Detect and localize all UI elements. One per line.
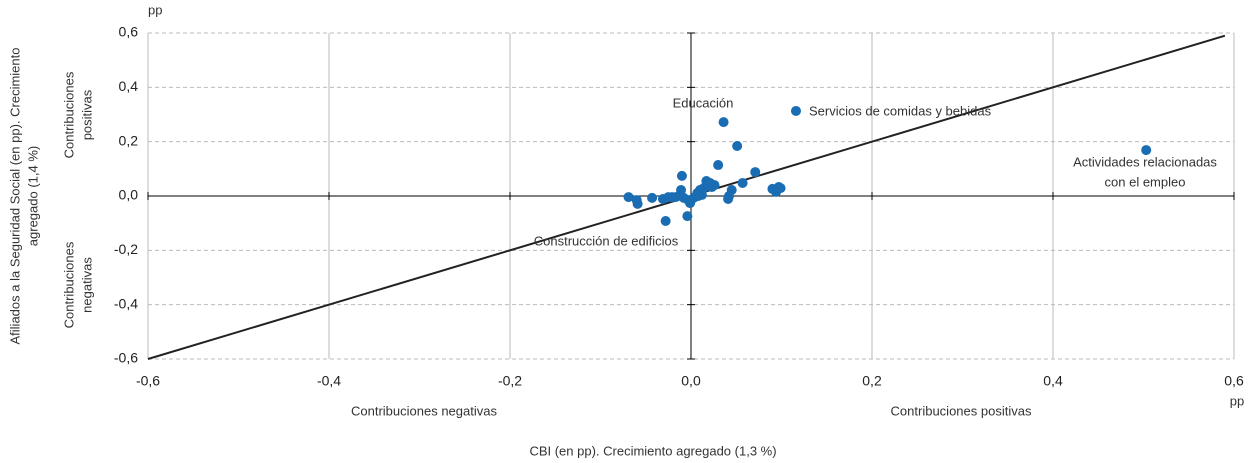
y-tick-label: 0,6	[119, 24, 139, 40]
annotation-line: Servicios de comidas y bebidas	[809, 103, 992, 118]
y-side-label: Contribuciones positivas	[61, 71, 94, 158]
x-tick-label: -0,2	[498, 373, 522, 389]
y-unit: pp	[148, 2, 162, 17]
point	[676, 170, 687, 181]
point	[723, 193, 734, 204]
y-side-label: Contribuciones negativas	[61, 241, 94, 328]
side-label: Contribuciones negativas	[351, 403, 497, 418]
y-side-label-line: positivas	[79, 89, 94, 140]
point	[737, 177, 748, 188]
y-axis-title-line: agregado (1,4 %)	[25, 146, 40, 246]
point	[647, 192, 658, 203]
annotation-line: Actividades relacionadas	[1073, 154, 1217, 169]
x-tick-label: -0,4	[317, 373, 341, 389]
point	[709, 180, 720, 191]
y-axis-title: Afiliados a la Seguridad Social (en pp).…	[7, 48, 40, 345]
point	[632, 198, 643, 209]
point	[771, 186, 782, 197]
y-tick-label: -0,4	[114, 295, 138, 311]
point	[718, 117, 729, 128]
x-tick-label: 0,6	[1224, 373, 1244, 389]
point	[676, 185, 687, 196]
point	[732, 141, 743, 152]
y-tick-label: -0,6	[114, 350, 138, 366]
y-side-label-line: negativas	[79, 257, 94, 313]
annotation: Servicios de comidas y bebidas	[809, 103, 992, 118]
annotation: Actividades relacionadas con el empleo	[1073, 154, 1217, 189]
annotation: Educación	[673, 95, 734, 110]
y-side-label-line: Contribuciones	[61, 71, 76, 158]
y-tick-label: -0,2	[114, 241, 138, 257]
y-tick-label: 0,0	[119, 187, 139, 203]
point	[790, 105, 801, 116]
point	[623, 192, 634, 203]
point	[1141, 145, 1152, 156]
y-tick-label: 0,4	[119, 78, 139, 94]
x-axis-title: CBI (en pp). Crecimiento agregado (1,3 %…	[529, 443, 776, 458]
side-label: Contribuciones positivas	[891, 403, 1032, 418]
x-unit: pp	[1230, 393, 1244, 408]
point	[713, 160, 724, 171]
point	[660, 215, 671, 226]
point	[750, 167, 761, 178]
x-tick-label: 0,0	[681, 373, 701, 389]
point	[682, 211, 693, 222]
annotation-line: con el empleo	[1105, 174, 1186, 189]
annotation-line: Construcción de edificios	[534, 233, 679, 248]
annotation-line: Educación	[673, 95, 734, 110]
y-side-label-line: Contribuciones	[61, 241, 76, 328]
y-axis-title-line: Afiliados a la Seguridad Social (en pp).…	[7, 48, 22, 345]
annotation: Construcción de edificios	[534, 233, 679, 248]
x-tick-label: 0,4	[1043, 373, 1063, 389]
x-tick-label: 0,2	[862, 373, 882, 389]
y-tick-label: 0,2	[119, 132, 139, 148]
x-tick-label: -0,6	[136, 373, 160, 389]
point	[693, 191, 704, 201]
